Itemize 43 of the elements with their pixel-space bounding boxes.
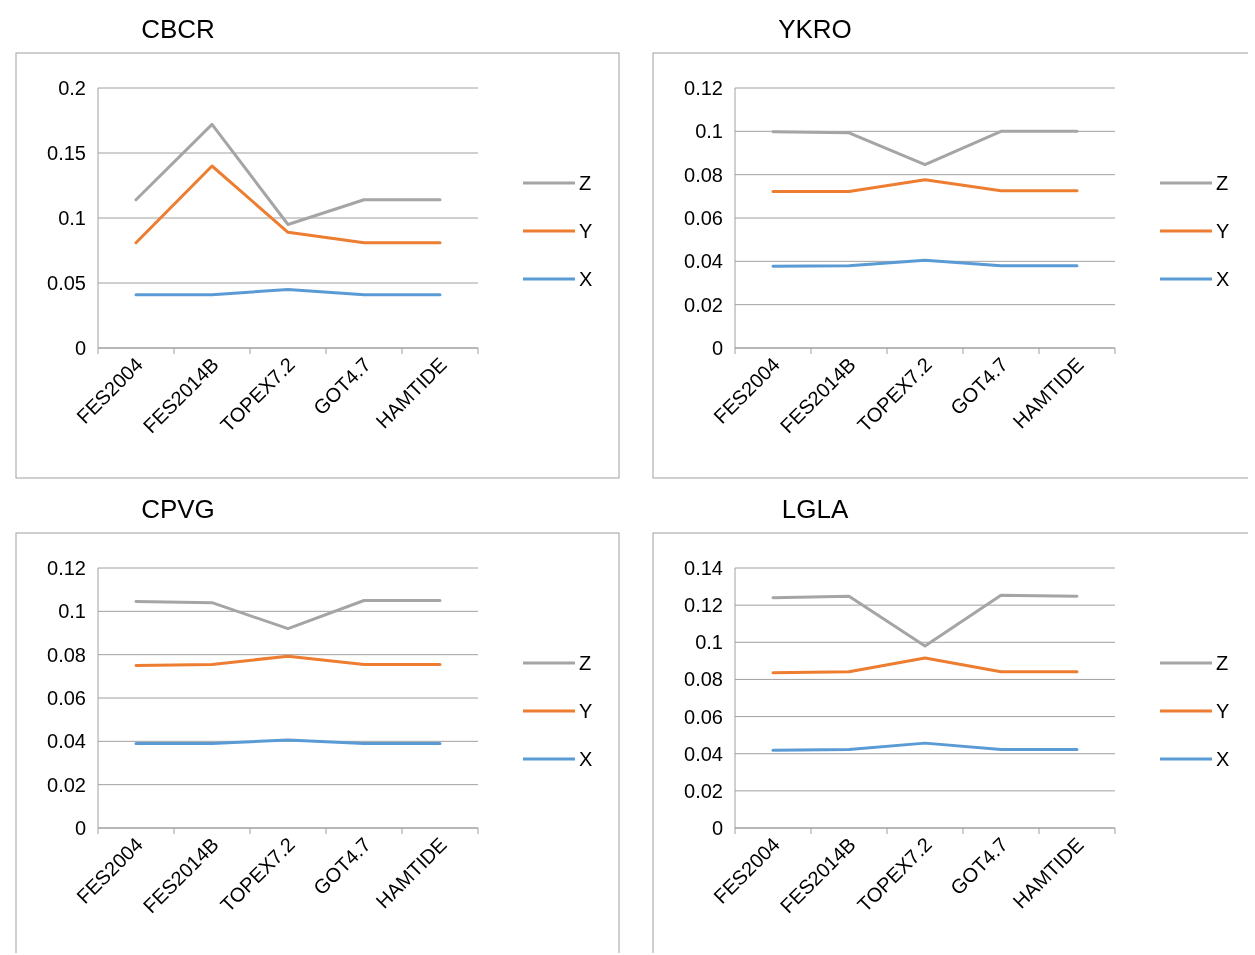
y-tick-label: 0.04 (684, 742, 723, 765)
legend-label: Y (579, 220, 593, 242)
legend-label: Y (1216, 220, 1230, 242)
y-tick-label: 0 (711, 817, 723, 839)
y-tick-label: 0.1 (58, 207, 86, 229)
chart-title: LGLA (781, 494, 849, 524)
y-tick-label: 0.05 (47, 272, 86, 294)
y-tick-label: 0 (74, 817, 86, 839)
legend-label: X (579, 268, 593, 290)
y-tick-label: 0 (74, 337, 86, 359)
y-tick-label: 0.02 (684, 779, 723, 802)
y-tick-label: 0 (711, 337, 723, 359)
y-tick-label: 0.1 (58, 600, 86, 623)
y-tick-label: 0.06 (47, 687, 86, 709)
legend-label: X (1216, 748, 1230, 770)
legend-label: Z (1216, 652, 1229, 674)
y-tick-label: 0.04 (47, 730, 86, 753)
legend-label: Z (579, 652, 592, 674)
y-tick-label: 0.15 (47, 142, 86, 164)
y-tick-label: 0.2 (58, 77, 86, 99)
chart-title: CBCR (141, 14, 215, 44)
y-tick-label: 0.08 (47, 643, 86, 666)
legend-label: Y (579, 700, 593, 722)
y-tick-label: 0.08 (684, 668, 723, 691)
chart-title: CPVG (141, 494, 215, 524)
y-tick-label: 0.06 (684, 705, 723, 728)
y-tick-label: 0.12 (47, 557, 86, 579)
chart-title: YKRO (778, 14, 852, 44)
y-tick-label: 0.06 (684, 207, 723, 229)
legend-label: Z (579, 172, 592, 194)
legend-label: Z (1216, 172, 1229, 194)
legend-label: X (1216, 268, 1230, 290)
y-tick-label: 0.1 (695, 120, 723, 143)
y-tick-label: 0.1 (695, 631, 723, 654)
y-tick-label: 0.04 (684, 250, 723, 273)
y-tick-label: 0.02 (684, 293, 723, 316)
y-tick-label: 0.14 (684, 557, 723, 579)
y-tick-label: 0.12 (684, 77, 723, 99)
y-tick-label: 0.02 (47, 773, 86, 796)
legend-label: X (579, 748, 593, 770)
y-tick-label: 0.12 (684, 594, 723, 617)
legend-label: Y (1216, 700, 1230, 722)
y-tick-label: 0.08 (684, 163, 723, 186)
